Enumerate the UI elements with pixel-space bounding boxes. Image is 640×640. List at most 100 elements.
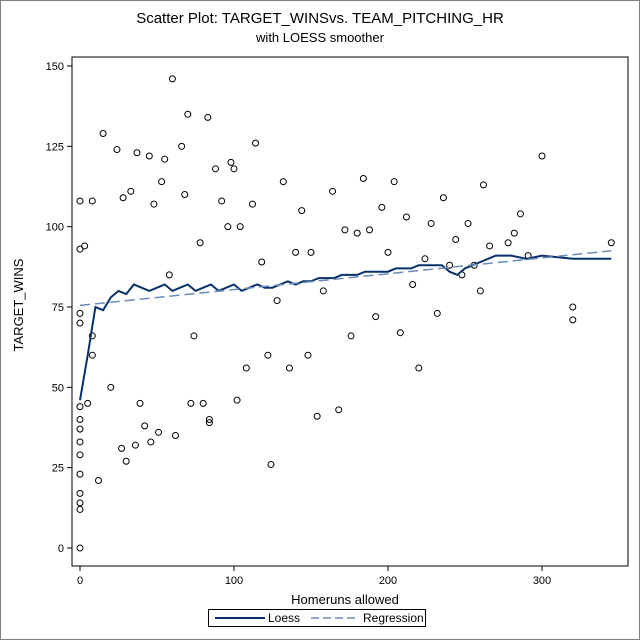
scatter-point bbox=[155, 428, 163, 436]
scatter-point bbox=[433, 309, 441, 317]
scatter-point bbox=[384, 248, 392, 256]
x-tick-label: 200 bbox=[379, 575, 397, 587]
scatter-point bbox=[199, 399, 207, 407]
scatter-point bbox=[88, 351, 96, 359]
series-line-loess bbox=[79, 254, 612, 401]
x-axis: 0 100 200 300 bbox=[77, 566, 551, 587]
scatter-point bbox=[150, 200, 158, 208]
scatter-point bbox=[131, 441, 139, 449]
y-axis-label: TARGET_WINS bbox=[11, 258, 26, 351]
scatter-point bbox=[76, 505, 84, 513]
scatter-point bbox=[168, 75, 176, 83]
scatter-point bbox=[569, 303, 577, 311]
y-tick-label: 75 bbox=[52, 302, 64, 314]
scatter-point bbox=[267, 460, 275, 468]
scatter-point bbox=[147, 438, 155, 446]
scatter-point bbox=[205, 419, 213, 427]
scatter-point bbox=[313, 412, 321, 420]
scatter-point bbox=[118, 444, 126, 452]
series-line-regression bbox=[79, 250, 612, 307]
y-tick-label: 100 bbox=[46, 222, 64, 234]
chart-subtitle: with LOESS smoother bbox=[256, 30, 384, 45]
scatter-point bbox=[218, 197, 226, 205]
scatter-point bbox=[76, 451, 84, 459]
scatter-point bbox=[486, 242, 494, 250]
scatter-point bbox=[366, 226, 374, 234]
scatter-point bbox=[161, 155, 169, 163]
scatter-point bbox=[273, 297, 281, 305]
scatter-point bbox=[452, 236, 460, 244]
scatter-point bbox=[76, 438, 84, 446]
scatter-point bbox=[319, 287, 327, 295]
scatter-point bbox=[145, 152, 153, 160]
scatter-point bbox=[99, 129, 107, 137]
y-tick-label: 25 bbox=[52, 463, 64, 475]
y-tick-label: 50 bbox=[52, 382, 64, 394]
scatter-point bbox=[81, 242, 89, 250]
scatter-point bbox=[292, 248, 300, 256]
scatter-points bbox=[76, 75, 615, 552]
scatter-point bbox=[76, 415, 84, 423]
scatter-point bbox=[76, 499, 84, 507]
y-tick-label: 150 bbox=[46, 61, 64, 73]
legend-label-loess: Loess bbox=[268, 611, 301, 625]
y-axis: 0 25 50 75 100 125 150 bbox=[46, 61, 72, 555]
scatter-point bbox=[353, 229, 361, 237]
y-tick-label: 125 bbox=[46, 141, 64, 153]
scatter-point bbox=[510, 229, 518, 237]
x-tick-label: 100 bbox=[225, 575, 243, 587]
scatter-point bbox=[415, 364, 423, 372]
legend-swatch-loess bbox=[215, 617, 265, 619]
scatter-point bbox=[396, 329, 404, 337]
legend-swatch-regression bbox=[311, 617, 359, 619]
scatter-point bbox=[224, 223, 232, 231]
scatter-point bbox=[347, 332, 355, 340]
scatter-point bbox=[258, 258, 266, 266]
scatter-point bbox=[341, 226, 349, 234]
scatter-point bbox=[88, 332, 96, 340]
chart-title: Scatter Plot: TARGET_WINSvs. TEAM_PITCHI… bbox=[136, 10, 504, 27]
scatter-point bbox=[359, 174, 367, 182]
scatter-point bbox=[372, 313, 380, 321]
scatter-point bbox=[119, 194, 127, 202]
scatter-point bbox=[329, 187, 337, 195]
scatter-point bbox=[88, 197, 96, 205]
scatter-point bbox=[421, 255, 429, 263]
scatter-point bbox=[113, 146, 121, 154]
scatter-point bbox=[285, 364, 293, 372]
scatter-point bbox=[464, 219, 472, 227]
scatter-point bbox=[76, 544, 84, 552]
scatter-point bbox=[204, 113, 212, 121]
legend-item-loess: Loess bbox=[209, 610, 309, 626]
scatter-point bbox=[76, 470, 84, 478]
x-axis-label: Homeruns allowed bbox=[291, 592, 399, 607]
scatter-point bbox=[427, 219, 435, 227]
scatter-point bbox=[187, 399, 195, 407]
legend: Loess Regression bbox=[208, 609, 426, 627]
scatter-point bbox=[122, 457, 130, 465]
scatter-point bbox=[479, 181, 487, 189]
scatter-point bbox=[76, 309, 84, 317]
scatter-point bbox=[252, 139, 260, 147]
scatter-point bbox=[107, 383, 115, 391]
scatter-point bbox=[212, 165, 220, 173]
x-tick-label: 0 bbox=[77, 575, 83, 587]
scatter-point bbox=[538, 152, 546, 160]
scatter-point bbox=[248, 200, 256, 208]
scatter-point bbox=[76, 403, 84, 411]
fit-lines bbox=[79, 250, 612, 401]
scatter-point bbox=[242, 364, 250, 372]
scatter-point bbox=[76, 489, 84, 497]
scatter-point bbox=[446, 261, 454, 269]
scatter-point bbox=[227, 158, 235, 166]
scatter-point bbox=[190, 332, 198, 340]
scatter-point bbox=[504, 239, 512, 247]
scatter-point bbox=[476, 287, 484, 295]
legend-label-regression: Regression bbox=[363, 611, 424, 625]
scatter-point bbox=[94, 477, 102, 485]
scatter-point bbox=[230, 165, 238, 173]
scatter-point bbox=[264, 351, 272, 359]
scatter-point bbox=[390, 178, 398, 186]
scatter-point bbox=[233, 396, 241, 404]
